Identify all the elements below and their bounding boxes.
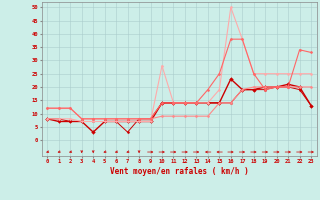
- X-axis label: Vent moyen/en rafales ( km/h ): Vent moyen/en rafales ( km/h ): [110, 167, 249, 176]
